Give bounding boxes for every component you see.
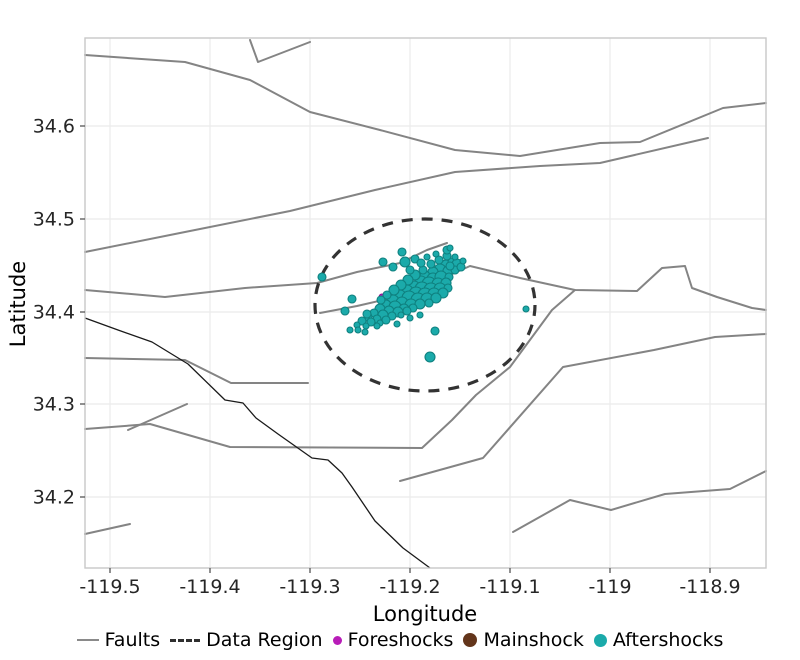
coast-line [84,317,431,569]
fault-line [127,403,188,431]
aftershock-dot [397,311,405,319]
fault-line [512,470,767,533]
aftershock-dot [381,315,391,325]
plot-border [84,37,767,569]
aftershock-dot [393,320,401,328]
aftershock-dot [424,351,436,363]
aftershock-dot [362,322,370,330]
aftershock-dot [423,253,431,261]
aftershock-dot [424,298,434,308]
aftershock-dot [376,295,386,305]
aftershock-dot [354,326,362,334]
aftershock-dot [388,262,398,272]
mainshock-dot-icon [463,633,478,647]
x-axis-title: Longitude [0,602,800,626]
y-tick-label: 34.6 [33,116,75,138]
aftershock-dot [522,305,530,313]
aftershock-dot [459,257,467,265]
legend: Faults Data Region Foreshocks Mainshock Afte… [0,629,800,651]
y-axis-title-text: Latitude [6,260,30,348]
fault-line [399,333,767,482]
aftershock-dot [416,258,426,268]
aftershock-dot [357,316,367,326]
aftershock-dot [416,311,424,319]
fault-line-swatch-icon [76,639,99,641]
x-tick-label: -118.9 [679,576,740,598]
legend-label: Mainshock [483,629,584,651]
legend-item-mainshock: Mainshock [463,629,584,651]
aftershock-dot [388,284,400,296]
legend-label: Data Region [206,629,323,651]
fault-line [84,242,448,298]
legend-label: Foreshocks [347,629,454,651]
x-tick-label: -119.3 [279,576,340,598]
aftershock-dot [432,250,440,258]
aftershock-dot [397,247,407,257]
legend-item-data-region: Data Region [170,629,323,651]
dashed-line-swatch-icon [170,638,201,642]
foreshocks-dot-icon [332,635,342,645]
aftershock-dot [430,326,440,336]
aftershock-dot [317,272,327,282]
y-tick-label: 34.2 [33,487,75,509]
aftershock-dot [361,328,369,336]
aftershock-dot [340,306,350,316]
aftershock-dot [430,292,442,304]
fault-line [84,137,709,253]
aftershock-dot [402,306,412,316]
aftershock-dot [362,309,372,319]
x-tick-label: -119.5 [79,576,140,598]
x-tick-label: -119.2 [379,576,440,598]
aftershock-dot [434,255,444,265]
x-axis-title-text: Longitude [372,602,478,626]
aftershocks-dot-icon [593,633,607,647]
aftershock-dot [382,290,392,300]
legend-item-faults: Faults [76,629,161,651]
fault-line [84,523,131,535]
x-tick-label: -119.4 [179,576,240,598]
aftershock-dot [446,244,454,252]
aftershock-dot [347,294,357,304]
aftershock-dot [426,259,436,269]
aftershock-dot [373,322,381,330]
aftershock-dot [399,256,411,268]
data-region-circle [313,217,537,393]
fault-line [249,39,311,63]
x-tick-label: -119.1 [479,576,540,598]
aftershock-dot [378,257,388,267]
legend-item-foreshocks: Foreshocks [332,629,454,651]
fault-line [84,54,767,157]
y-tick-label: 34.3 [33,394,75,416]
aftershock-dot [366,317,376,327]
legend-label: Faults [104,629,161,651]
aftershock-dot [451,253,459,261]
aftershock-dot [346,326,354,334]
fault-line [84,289,576,449]
y-tick-label: 34.4 [33,302,75,324]
aftershock-dot [405,265,415,275]
y-tick-label: 34.5 [33,209,75,231]
fault-line [84,357,309,384]
x-tick-label: -119 [588,576,631,598]
legend-label: Aftershocks [612,629,724,651]
aftershock-dot [445,261,455,271]
aftershock-dot [406,314,414,322]
y-axis-title: Latitude [6,154,30,454]
legend-item-aftershocks: Aftershocks [593,629,724,651]
